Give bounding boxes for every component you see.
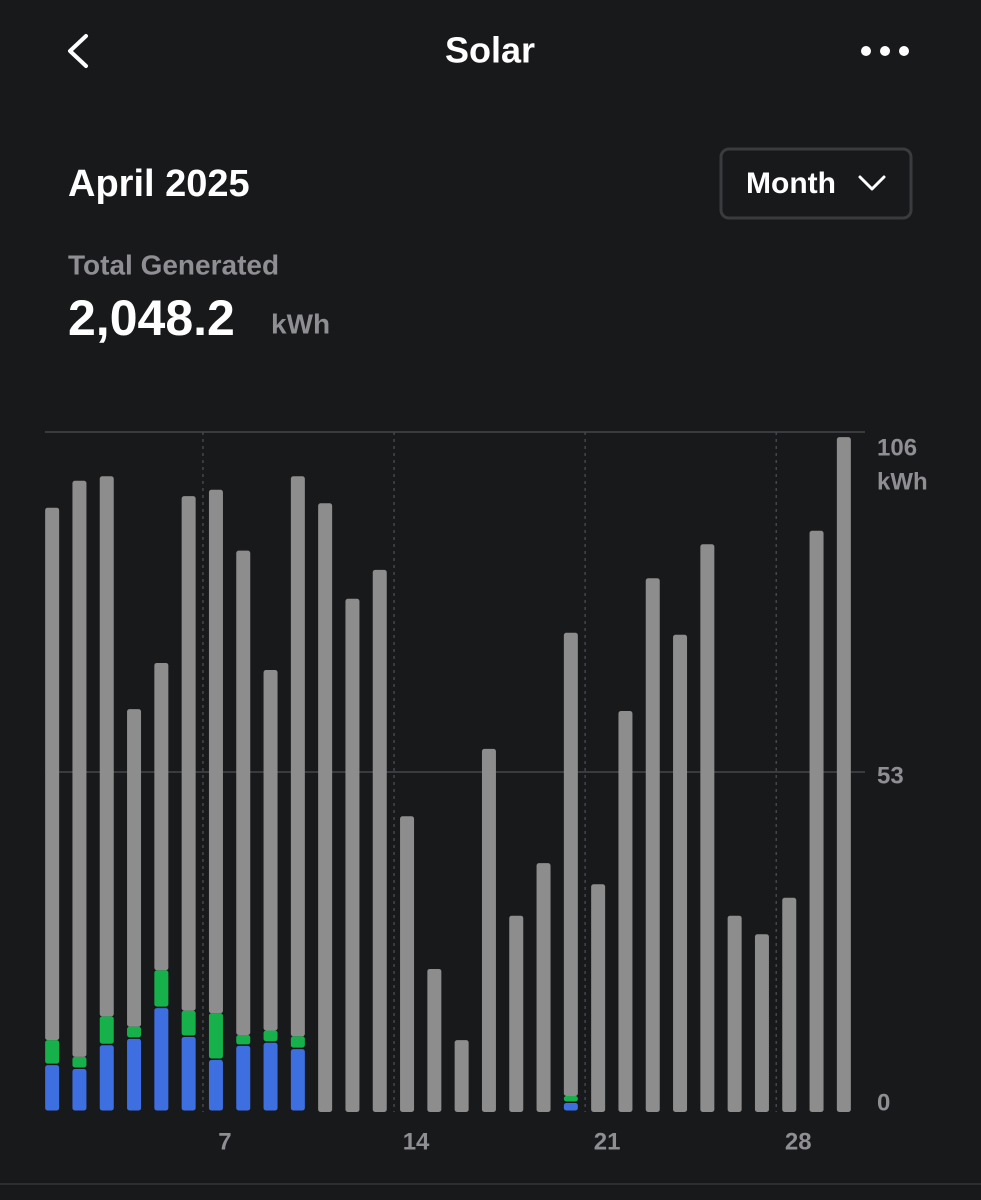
- bar-segment: [645, 578, 660, 1112]
- bar-segment: [427, 968, 442, 1112]
- bar-segment: [290, 1049, 305, 1111]
- bar-segment: [563, 1095, 578, 1102]
- bar-segment: [836, 437, 851, 1112]
- total-value: 2,048.2: [68, 290, 235, 346]
- bar-segment: [563, 1103, 578, 1111]
- bar-segment: [154, 970, 169, 1007]
- bar-segment: [208, 1013, 223, 1059]
- bar-segment: [45, 1065, 60, 1111]
- bar-segment: [481, 748, 496, 1112]
- bar-segment: [700, 544, 715, 1112]
- bar-segment: [290, 1036, 305, 1048]
- bar-segment: [154, 662, 169, 971]
- bar-segment: [290, 476, 305, 1037]
- bar-segment: [72, 1056, 87, 1068]
- bar-segment: [181, 1036, 196, 1111]
- bar-segment: [99, 1045, 114, 1111]
- bar-segment: [727, 915, 742, 1112]
- bar-segment: [618, 711, 633, 1112]
- bar-segment: [99, 1016, 114, 1044]
- bar-segment: [754, 934, 769, 1112]
- bar-segment: [127, 709, 142, 1027]
- bar-segment: [372, 569, 387, 1112]
- dropdown-chevron[interactable]: [858, 175, 886, 191]
- more-button[interactable]: [861, 46, 909, 56]
- period: April 2025: [68, 163, 250, 205]
- bar-segment: [454, 1040, 469, 1112]
- y-tick-label: 53: [877, 762, 904, 789]
- y-tick-label: 0: [877, 1089, 890, 1116]
- bar-segment: [181, 496, 196, 1011]
- bar-segment: [72, 480, 87, 1057]
- bar-segment: [400, 816, 415, 1112]
- bar-segment: [536, 863, 551, 1112]
- total-unit: kWh: [271, 308, 330, 339]
- bar-segment: [809, 530, 824, 1112]
- x-tick-label: 7: [218, 1128, 231, 1155]
- bar-segment: [208, 489, 223, 1014]
- bar-segment: [673, 634, 688, 1112]
- dropdown-label[interactable]: Month: [746, 167, 836, 200]
- bar-segment: [99, 476, 114, 1017]
- bar-segment: [236, 1045, 251, 1111]
- bar-segment: [509, 915, 524, 1112]
- bar-segment: [263, 670, 278, 1031]
- bar-segment: [72, 1069, 87, 1111]
- bar-segment: [263, 1030, 278, 1042]
- bar-segment: [181, 1010, 196, 1036]
- total-label: Total Generated: [68, 249, 279, 280]
- bar-segment: [318, 503, 333, 1113]
- bar-segment: [45, 507, 60, 1041]
- bar-segment: [782, 897, 797, 1112]
- bar-segment: [345, 598, 360, 1112]
- bar-segment: [45, 1040, 60, 1064]
- bar-segment: [236, 550, 251, 1036]
- bar-segment: [208, 1060, 223, 1111]
- dropdown-box[interactable]: [719, 147, 913, 220]
- range-dropdown[interactable]: Month: [719, 147, 913, 220]
- y-unit: kWh: [877, 468, 928, 495]
- bar-segment: [154, 1008, 169, 1111]
- bar-segment: [263, 1042, 278, 1111]
- x-tick-label: 28: [785, 1128, 812, 1155]
- y-tick-label: 106: [877, 434, 917, 461]
- x-tick-label: 21: [594, 1128, 621, 1155]
- bar-segment: [591, 884, 606, 1112]
- bar-segment: [563, 632, 578, 1096]
- bar-segment: [127, 1038, 142, 1111]
- back-button[interactable]: [68, 34, 88, 68]
- x-tick-label: 14: [403, 1128, 430, 1155]
- title: Solar: [445, 30, 535, 71]
- bar-segment: [236, 1035, 251, 1045]
- bar-segment: [127, 1026, 142, 1038]
